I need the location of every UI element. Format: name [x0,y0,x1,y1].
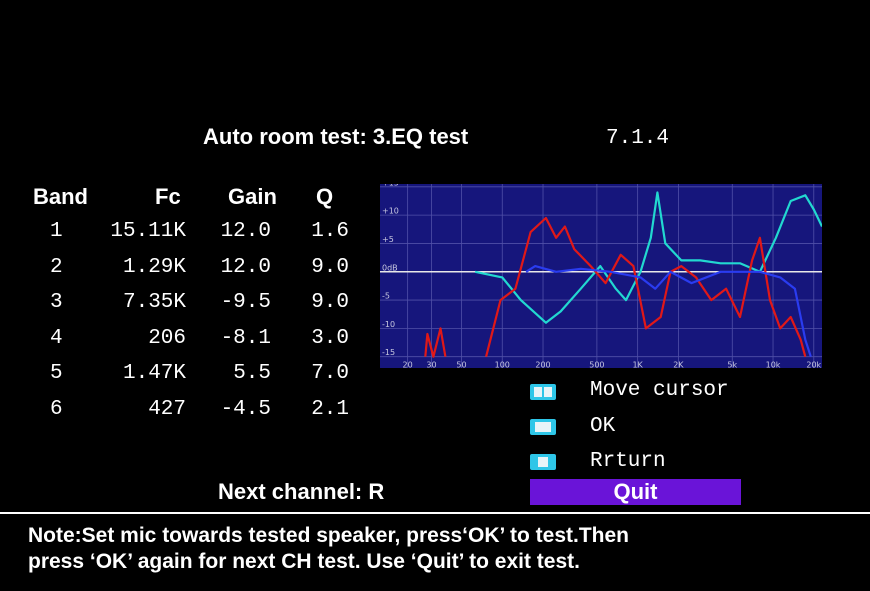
y-tick-label: -5 [382,292,390,301]
table-cell: 15.11K [110,220,186,243]
table-cell: 3.0 [311,326,349,350]
table-cell: 206 [148,326,186,350]
y-tick-label: -10 [382,320,395,329]
column-header: Q [316,184,334,209]
table-cell: 1.47K [122,362,186,385]
x-tick-label: 1K [632,361,643,370]
response-curve [474,191,822,324]
control-label[interactable]: Rrturn [590,450,666,473]
table-cell: -9.5 [220,291,271,314]
table-cell: 4 [50,326,63,350]
move-icon [530,384,556,400]
table-cell: 12.0 [220,220,271,243]
plot-area [380,184,822,368]
table-cell: 427 [148,397,186,421]
layout: 7.1.4 [606,127,670,150]
table-cell: 7.35K [122,291,186,314]
x-tick-label: 20k [806,361,821,370]
table-cell: 1 [50,220,63,243]
y-tick-label: +15 [382,184,399,187]
table-cell: 9.0 [311,291,349,314]
y-tick-label: -15 [382,348,395,357]
control-label[interactable]: Move cursor [590,379,729,402]
x-tick-label: 200 [535,361,550,370]
title: Auto room test: 3.EQ test [203,124,469,149]
eq-chart: 20 30 50 100 200 500 1K 2K 5k 10k 20k +15 +10 +5 0dB -5… [380,184,822,370]
table-cell: 1.6 [311,220,349,243]
divider [0,512,870,514]
ok-icon [530,419,556,435]
x-tick-label: 2K [673,361,684,370]
x-tick-label: 20 [403,361,413,370]
next-channel: Next channel: R [218,479,385,504]
y-tick-label: +5 [382,235,394,244]
table-cell: -4.5 [220,397,271,421]
x-tick-label: 10k [766,361,781,370]
column-header: Band [33,184,88,209]
column-header: Fc [155,184,181,209]
x-tick-label: 30 [426,361,436,370]
control-label[interactable]: OK [590,415,616,438]
note-line: Note:Set mic towards tested speaker, pre… [28,524,630,547]
table-cell: 12.0 [220,255,271,279]
note-line: press ‘OK’ again for next CH test. Use ‘… [28,550,580,573]
table-cell: 2 [50,255,63,279]
x-tick-label: 100 [495,361,510,370]
column-header: Gain [228,184,277,209]
x-tick-label: 50 [456,361,466,370]
response-curve [424,327,447,358]
table-cell: 1.29K [122,255,186,279]
return-icon [530,454,556,470]
response-curve [525,265,812,358]
table-cell: 5 [50,362,63,385]
table-cell: 3 [50,291,63,314]
y-tick-label: +10 [382,207,399,216]
response-curve [485,216,807,357]
table-cell: 9.0 [311,255,349,279]
table-cell: 6 [50,397,63,421]
table-cell: -8.1 [220,326,271,350]
table-cell: 2.1 [311,397,349,421]
x-tick-label: 500 [589,361,604,370]
x-tick-label: 5k [727,361,737,370]
table-cell: 7.0 [311,362,349,385]
y-tick-label: 0dB [382,263,398,272]
quit-button[interactable]: Quit [530,479,741,505]
table-cell: 5.5 [233,362,271,385]
